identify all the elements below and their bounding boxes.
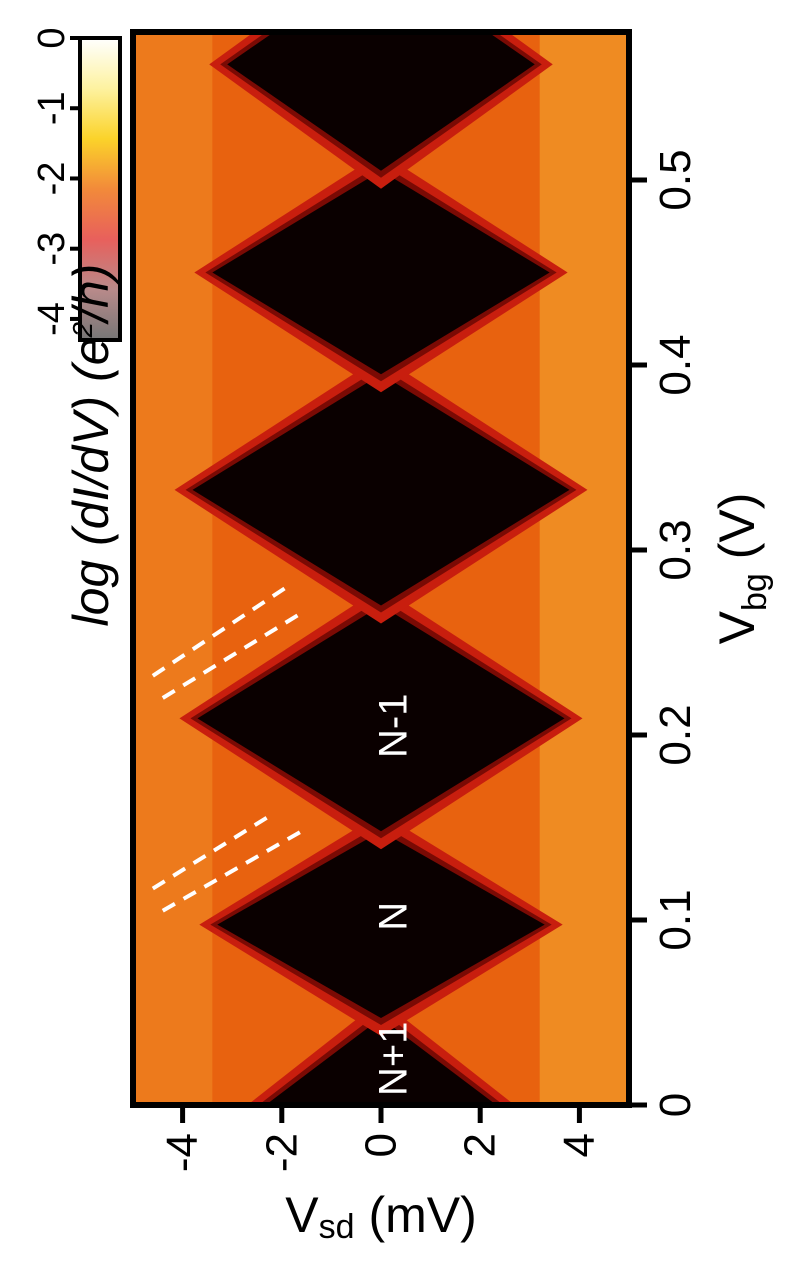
y-tick-label: 0.5 [651, 149, 700, 210]
x-axis-title-unit: (mV) [355, 1187, 477, 1243]
colorbar-tick-label: -3 [31, 232, 73, 266]
y-tick-label: 0.3 [651, 519, 700, 580]
charge-state-label: N [371, 902, 415, 931]
x-tick-label: 4 [555, 1133, 604, 1157]
excited-state-dashed-line [161, 611, 303, 700]
colorbar-gradient-bar [78, 36, 122, 342]
y-axis-title-sub: bg [736, 573, 774, 611]
colorbar-title: log (dI/dV) (e2/h) [63, 264, 119, 627]
y-tick-label: 0.1 [651, 889, 700, 950]
heatmap-high-bias-band [539, 32, 629, 1105]
charge-state-label: N-1 [371, 694, 415, 758]
colorbar-tick-label: -4 [31, 302, 73, 336]
y-tick-label: 0.4 [651, 334, 700, 395]
y-axis-title-unit: (V) [709, 493, 765, 574]
x-tick-label: 0 [357, 1133, 406, 1157]
y-axis-title: Vbg (V) [709, 493, 774, 645]
excited-state-dashed-line [161, 829, 303, 913]
x-tick-label: -4 [158, 1133, 207, 1172]
x-axis-title-sub: sd [319, 1208, 355, 1246]
colorbar-title-suffix: /h) [63, 264, 119, 325]
y-tick-label: 0.2 [651, 704, 700, 765]
colorbar-tick-label: -2 [31, 162, 73, 196]
charge-state-label: N+1 [371, 1022, 415, 1097]
coulomb-diamond [197, 605, 565, 832]
colorbar: 0 -1 -2 -3 -4 [31, 27, 122, 342]
colorbar-tick-label: 0 [31, 27, 73, 48]
x-tick-label: -2 [257, 1133, 306, 1172]
colorbar-tick-label: -1 [31, 91, 73, 125]
rotated-figure: N+1 N N-1 -4 -2 0 2 4 0 0.1 0.2 0.3 0.4 0.5 0 -1 -2 -3… [31, 27, 774, 1246]
excited-state-dashed-line [151, 585, 288, 678]
x-axis-title: Vsd (mV) [285, 1187, 476, 1246]
y-axis-title-main: V [709, 610, 765, 644]
coulomb-diamond [192, 374, 570, 606]
x-axis-vsd: -4 -2 0 2 4 [158, 1105, 604, 1172]
heatmap-panel: N+1 N N-1 [133, 32, 629, 1105]
y-axis-vbg: 0 0.1 0.2 0.3 0.4 0.5 [629, 149, 700, 1117]
colorbar-title-sup: 2 [67, 321, 98, 338]
coulomb-diamond [227, 32, 535, 171]
x-axis-title-main: V [285, 1187, 319, 1243]
colorbar-title-prefix: log (dI/dV) (e [63, 337, 119, 626]
coulomb-diamond [212, 170, 550, 375]
heatmap-negative-bias-band [133, 32, 213, 1105]
x-tick-label: 2 [456, 1133, 505, 1157]
y-tick-label: 0 [651, 1093, 700, 1117]
